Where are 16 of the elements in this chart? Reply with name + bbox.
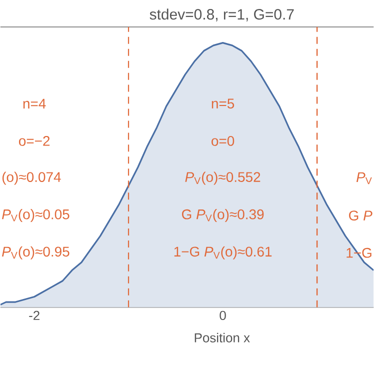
- annotation: n=5: [212, 98, 234, 108]
- annotation: G P: [349, 210, 372, 220]
- annotation: P$_{V}$(o)≈0.552: [185, 172, 260, 185]
- chart-title: stdev=0.8, r=1, G=0.7: [150, 8, 294, 22]
- annotation: P$_{V}$(o)≈0.05: [2, 208, 70, 222]
- x-tick-label: -2: [29, 310, 40, 320]
- annotation: P$_{V}$(o)≈0.95: [2, 246, 70, 260]
- annotation: (o)≈0.074: [2, 172, 61, 185]
- annotation: o=−2: [18, 136, 50, 146]
- annotation: P$_{V}$: [356, 172, 372, 184]
- annotation: G P$_{V}$(o)≈0.39: [182, 208, 264, 222]
- x-tick-label: 0: [220, 310, 226, 320]
- x-axis-title: Position x: [194, 332, 250, 342]
- annotation: 1−G P$_{V}$(o)≈0.61: [174, 246, 272, 260]
- annotation: n=4: [23, 98, 46, 108]
- annotation: o=0: [212, 136, 234, 146]
